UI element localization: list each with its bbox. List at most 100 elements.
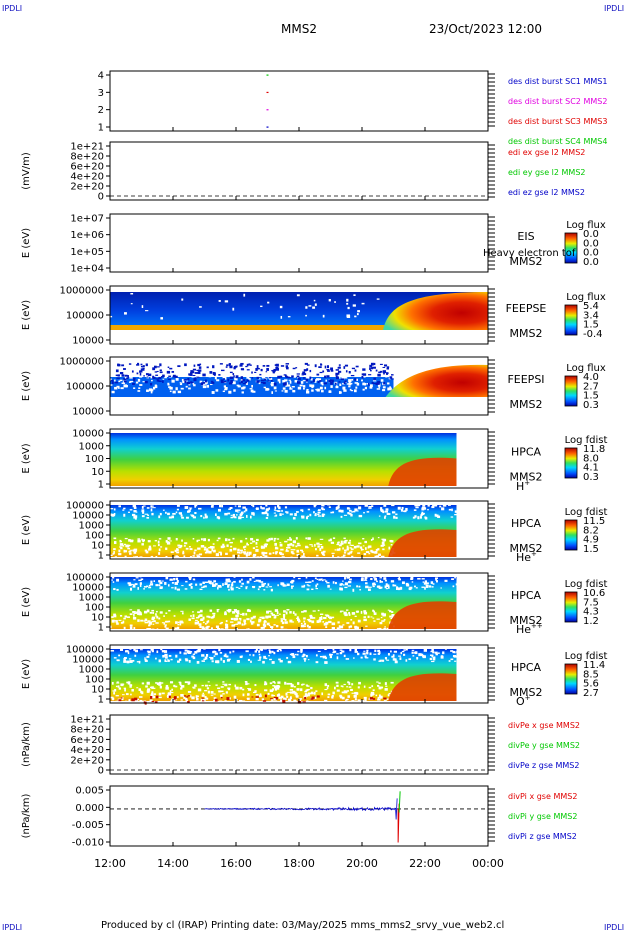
feepsi-heatmap-cell xyxy=(302,385,306,388)
hpca-o-heatmap-cell xyxy=(201,694,205,697)
hpca-he2-heatmap-cell xyxy=(206,620,209,624)
feepsi-heatmap-cell xyxy=(171,379,175,383)
hpca-he2-heatmap-cell xyxy=(181,585,184,587)
hpca-he-heatmap-cell xyxy=(305,545,308,549)
hpca-he2-heatmap-cell xyxy=(385,583,388,586)
hpca-he-heatmap-cell xyxy=(243,553,248,555)
hpca-he-heatmap-cell xyxy=(208,547,211,549)
hpca-he2-heatmap-cell xyxy=(305,576,308,579)
hpca-o-heatmap-cell xyxy=(324,661,328,664)
feepsi-heatmap-cell xyxy=(183,379,187,381)
hpca-he-heatmap-cell xyxy=(331,552,335,554)
hpca-o-heatmap-cell xyxy=(121,697,124,701)
hpca-he-heatmap-cell xyxy=(118,505,121,508)
hpca-he2-colorbar-title: Log fdist xyxy=(565,579,608,590)
hpca-he2-heatmap-cell xyxy=(212,615,215,618)
divpe-ytick-label: 8e+20 xyxy=(70,725,104,736)
hpca-o-heatmap-cell xyxy=(187,650,191,654)
hpca-he-heatmap-cell xyxy=(284,506,288,509)
hpca-o-heatmap-cell xyxy=(377,697,380,700)
feepsi-heatmap-cell xyxy=(331,379,334,383)
hpca-he2-heatmap-cell xyxy=(344,582,348,586)
hpca-o-heatmap-cell xyxy=(379,659,382,662)
hpca-o-heatmap-cell xyxy=(271,650,274,653)
feepsi-heatmap-cell xyxy=(323,382,328,385)
hpca-he-heatmap-cell xyxy=(321,504,325,507)
hpca-o-heatmap-cell xyxy=(171,688,173,691)
hpca-he-heatmap-cell xyxy=(289,543,293,546)
feepsi-heatmap-cell xyxy=(351,368,355,371)
hpca-he2-heatmap-cell xyxy=(290,581,294,584)
hpca-he2-heatmap-cell xyxy=(129,587,133,591)
hpca-h-colorbar-tick: 0.3 xyxy=(583,472,599,483)
hpca-he2-heatmap-cell xyxy=(197,615,200,618)
feepsi-heatmap-cell xyxy=(306,376,310,379)
hpca-he2-heatmap-cell xyxy=(359,589,362,591)
hpca-o-ytick-label: 10000 xyxy=(72,655,104,666)
hpca-he2-heatmap-cell xyxy=(322,621,324,623)
hpca-o-heatmap-cell xyxy=(168,694,171,696)
divpi-legend-entry: divPi y gse MMS2 xyxy=(508,812,577,821)
feepsi-heatmap-cell xyxy=(235,375,239,379)
feepsi-heatmap-cell xyxy=(386,366,390,368)
hpca-o-heatmap-cell xyxy=(310,686,313,690)
hpca-he2-heatmap-cell xyxy=(364,576,368,579)
hpca-o-heatmap-cell xyxy=(264,689,268,692)
hpca-o-heatmap-cell xyxy=(179,651,182,654)
hpca-he2-heatmap-cell xyxy=(292,611,295,614)
hpca-he-heatmap-cell xyxy=(332,537,336,539)
hpca-he-heatmap-cell xyxy=(240,516,245,518)
feepsi-heatmap-cell xyxy=(184,380,187,384)
hpca-he-heatmap-cell xyxy=(165,541,170,543)
feepsi-heatmap-cell xyxy=(339,370,343,374)
hpca-he2-heatmap-cell xyxy=(165,576,169,580)
hpca-o-heatmap-cell xyxy=(214,652,218,656)
hpca-he2-heatmap-cell xyxy=(290,585,294,587)
hpca-he-heatmap-cell xyxy=(210,505,214,508)
hpca-o-heatmap-cell xyxy=(120,697,123,699)
hpca-he-heatmap-cell xyxy=(224,512,228,516)
hpca-o-heatmap-cell xyxy=(132,659,135,662)
hpca-o-heatmap-cell xyxy=(235,698,238,701)
hpca-o-heatmap-cell xyxy=(274,687,278,691)
hpca-o-heatmap-cell xyxy=(201,697,204,699)
hpca-he2-heatmap-cell xyxy=(298,620,301,622)
feepsi-heatmap-cell xyxy=(133,366,137,370)
hpca-o-colorbar xyxy=(564,663,578,695)
hpca-he-heatmap-cell xyxy=(184,542,188,545)
feepsi-heatmap-cell xyxy=(334,382,337,385)
hpca-he2-heatmap-cell xyxy=(454,576,456,579)
hpca-he2-heatmap-cell xyxy=(401,581,405,585)
hpca-he2-heatmap-cell xyxy=(116,578,120,582)
hpca-he2-heatmap-cell xyxy=(396,586,399,590)
hpca-he2-heatmap-cell xyxy=(367,576,370,578)
hpca-he-heatmap-cell xyxy=(448,508,452,511)
hpca-he-heatmap-cell xyxy=(159,512,162,516)
hpca-he-heatmap-cell xyxy=(285,548,288,551)
feepsi-heatmap-cell xyxy=(168,386,172,389)
hpca-he-heatmap-cell xyxy=(194,504,197,508)
hpca-he2-ytick-label: 1 xyxy=(98,623,104,634)
hpca-o-heatmap-cell xyxy=(276,700,279,703)
hpca-o-heatmap-cell xyxy=(365,657,369,659)
hpca-he2-heatmap-cell xyxy=(206,615,210,618)
feepsi-heatmap-cell xyxy=(117,374,120,377)
feepsi-heatmap-cell xyxy=(138,387,141,389)
hpca-he-heatmap-cell xyxy=(204,513,207,516)
feepsi-heatmap-cell xyxy=(129,377,133,379)
hpca-o-heatmap-cell xyxy=(195,695,198,699)
hpca-he-heatmap-cell xyxy=(300,509,304,512)
hpca-he-heatmap-cell xyxy=(179,512,182,515)
feepsi-heatmap-cell xyxy=(335,369,340,371)
hpca-he-heatmap-cell xyxy=(220,552,223,556)
hpca-o-heatmap-cell xyxy=(205,653,209,657)
hpca-he2-heatmap-cell xyxy=(346,576,350,579)
hpca-he-heatmap-cell xyxy=(313,505,316,508)
hpca-he2-heatmap-cell xyxy=(155,610,158,613)
hpca-o-heatmap-cell xyxy=(151,686,154,689)
hpca-he-heatmap-cell xyxy=(237,548,240,552)
hpca-o-heatmap-cell xyxy=(195,650,200,653)
panel-hpca-he2: Log fdist10.67.54.31.2HPCAMMS2He++100000… xyxy=(21,572,608,636)
hpca-he2-heatmap-cell xyxy=(342,584,345,586)
feepsi-heatmap-cell xyxy=(312,379,315,383)
